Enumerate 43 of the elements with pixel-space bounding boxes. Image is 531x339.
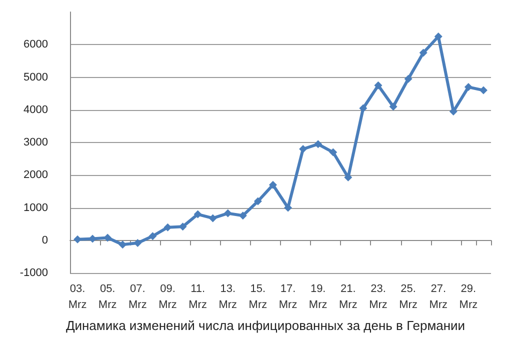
x-tick-label: 25. Mrz <box>399 283 418 311</box>
point <box>479 86 488 94</box>
point <box>148 232 157 240</box>
point <box>104 234 112 242</box>
point <box>254 197 262 206</box>
point <box>118 240 127 249</box>
x-tick-label: 07. Mrz <box>128 283 147 311</box>
y-tick-label: 1000 <box>24 202 48 214</box>
point <box>464 83 472 92</box>
x-tick-label: 19. Mrz <box>308 283 328 311</box>
x-tick-label: 03. Mrz <box>68 283 87 311</box>
point <box>374 81 382 90</box>
point <box>194 210 202 218</box>
y-tick-label: 0 <box>42 234 48 246</box>
text: Динамика изменений числа инфицированных за день в Германии <box>66 318 466 333</box>
y-tick-label: -1000 <box>20 267 48 279</box>
x-tick-label: 23. Mrz <box>369 283 388 311</box>
point <box>314 140 322 148</box>
x-tick-label: 21. Mrz <box>338 283 358 311</box>
point <box>329 148 338 156</box>
y-tick-label: 4000 <box>24 104 48 116</box>
x-tick-label: 13. Mrz <box>218 283 238 311</box>
y-tick-label: 6000 <box>24 38 48 51</box>
point <box>208 214 217 222</box>
x-tick-label: 15. Mrz <box>248 283 268 311</box>
point <box>268 180 277 189</box>
x-tick-label: 05. Mrz <box>98 283 117 311</box>
point <box>299 145 308 154</box>
y-tick-label: 5000 <box>24 71 48 84</box>
x-tick-label: 17. Mrz <box>278 283 298 311</box>
y-tick-label: 2000 <box>24 169 48 182</box>
point <box>404 74 412 83</box>
x-tick-label: 29. Mrz <box>459 283 478 311</box>
x-tick-label: 09. Mrz <box>158 283 177 311</box>
x-tick-label: 11. Mrz <box>188 283 207 311</box>
point <box>134 238 142 247</box>
point <box>224 209 232 218</box>
x-tick-label: 27. Mrz <box>429 283 448 311</box>
point <box>389 102 398 111</box>
point <box>359 104 368 112</box>
y-tick-label: 3000 <box>24 136 48 148</box>
point <box>238 212 247 220</box>
point <box>419 48 428 57</box>
